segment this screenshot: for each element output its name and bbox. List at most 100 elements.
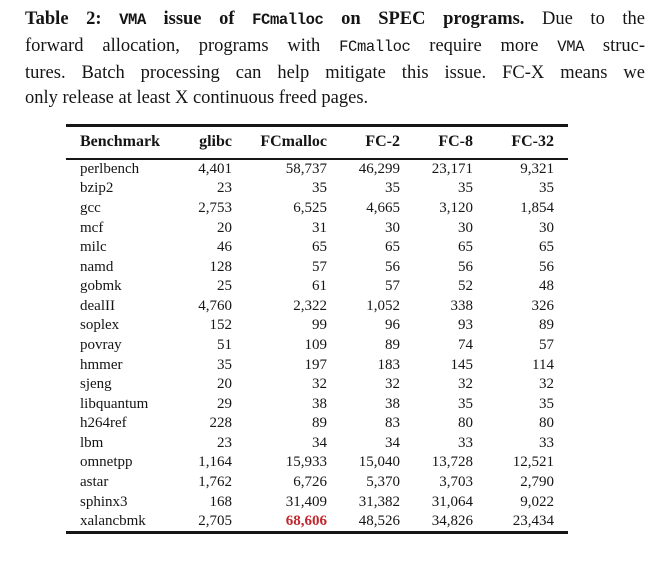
benchmark-name: astar bbox=[80, 474, 109, 491]
value-cell: 96 bbox=[385, 317, 400, 334]
value-cell: 65 bbox=[312, 239, 327, 256]
value-cell: 32 bbox=[539, 376, 554, 393]
value-cell: 65 bbox=[385, 239, 400, 256]
value-cell: 228 bbox=[209, 415, 233, 432]
value-cell: 93 bbox=[458, 317, 473, 334]
value-cell: 32 bbox=[312, 376, 327, 393]
benchmark-name: h264ref bbox=[80, 415, 127, 432]
table-row: perlbench 4,401 58,737 46,299 23,171 9,321 bbox=[66, 160, 568, 180]
benchmark-table: Benchmark glibc FCmalloc FC-2 FC-8 FC-32… bbox=[66, 124, 568, 534]
table-row: sphinx3 168 31,409 31,382 31,064 9,022 bbox=[66, 492, 568, 512]
table-row: mcf 20 31 30 30 30 bbox=[66, 218, 568, 238]
value-cell: 2,705 bbox=[198, 513, 232, 530]
value-cell: 32 bbox=[385, 376, 400, 393]
caption-fcmalloc-term: FCmalloc bbox=[252, 11, 324, 29]
value-cell: 23,171 bbox=[431, 160, 473, 177]
table-row: astar 1,762 6,726 5,370 3,703 2,790 bbox=[66, 473, 568, 493]
table-bottom-rule bbox=[66, 531, 568, 534]
value-cell: 57 bbox=[539, 336, 554, 353]
value-cell: 2,790 bbox=[520, 474, 554, 491]
value-cell: 46,299 bbox=[358, 160, 400, 177]
value-cell: 74 bbox=[458, 336, 473, 353]
value-cell: 61 bbox=[312, 278, 327, 295]
column-header-benchmark: Benchmark bbox=[80, 133, 160, 150]
value-cell: 51 bbox=[217, 336, 232, 353]
value-cell: 31,064 bbox=[431, 493, 473, 510]
value-cell: 25 bbox=[217, 278, 232, 295]
table-top-rule bbox=[66, 124, 568, 127]
value-cell: 35 bbox=[312, 180, 327, 197]
value-cell: 52 bbox=[458, 278, 473, 295]
value-cell: 31,409 bbox=[285, 493, 327, 510]
benchmark-name: perlbench bbox=[80, 160, 140, 177]
benchmark-name: namd bbox=[80, 258, 114, 275]
value-cell: 30 bbox=[539, 219, 554, 236]
value-cell: 12,521 bbox=[512, 454, 554, 471]
highlighted-value-cell: 68,606 bbox=[285, 513, 327, 530]
value-cell: 34,826 bbox=[431, 513, 473, 530]
value-cell: 13,728 bbox=[431, 454, 473, 471]
value-cell: 1,164 bbox=[198, 454, 232, 471]
caption-vma-term: VMA bbox=[557, 37, 585, 56]
benchmark-name: gobmk bbox=[80, 278, 122, 295]
table-row: gcc 2,753 6,525 4,665 3,120 1,854 bbox=[66, 199, 568, 219]
value-cell: 2,753 bbox=[198, 199, 232, 216]
value-cell: 197 bbox=[304, 356, 328, 373]
value-cell: 4,760 bbox=[198, 297, 232, 314]
value-cell: 31 bbox=[312, 219, 327, 236]
caption-line-3: tures. Batch processing can help mitigat… bbox=[25, 62, 645, 83]
value-cell: 33 bbox=[539, 434, 554, 451]
value-cell: 1,052 bbox=[366, 297, 400, 314]
column-header-fcmalloc: FCmalloc bbox=[260, 133, 327, 150]
benchmark-name: hmmer bbox=[80, 356, 123, 373]
benchmark-name: mcf bbox=[80, 219, 104, 236]
value-cell: 114 bbox=[532, 356, 554, 373]
table-row: omnetpp 1,164 15,933 15,040 13,728 12,521 bbox=[66, 453, 568, 473]
value-cell: 65 bbox=[539, 239, 554, 256]
value-cell: 80 bbox=[539, 415, 554, 432]
value-cell: 34 bbox=[312, 434, 327, 451]
table-row: sjeng 20 32 32 32 32 bbox=[66, 375, 568, 395]
column-header-fc8: FC-8 bbox=[438, 133, 473, 150]
benchmark-name: xalancbmk bbox=[80, 513, 146, 530]
value-cell: 65 bbox=[458, 239, 473, 256]
value-cell: 89 bbox=[312, 415, 327, 432]
value-cell: 168 bbox=[209, 493, 233, 510]
caption-line-1: Table 2: VMA issue of FCmalloc on SPEC p… bbox=[25, 9, 646, 29]
value-cell: 99 bbox=[312, 317, 327, 334]
table-row: gobmk 25 61 57 52 48 bbox=[66, 277, 568, 297]
table-header-rule bbox=[66, 157, 568, 160]
value-cell: 15,040 bbox=[358, 454, 400, 471]
benchmark-name: povray bbox=[80, 336, 122, 353]
value-cell: 57 bbox=[385, 278, 400, 295]
benchmark-name: libquantum bbox=[80, 395, 149, 412]
value-cell: 58,737 bbox=[285, 160, 327, 177]
value-cell: 29 bbox=[217, 395, 232, 412]
column-header-fc2: FC-2 bbox=[365, 133, 400, 150]
value-cell: 15,933 bbox=[285, 454, 327, 471]
value-cell: 33 bbox=[458, 434, 473, 451]
benchmark-name: gcc bbox=[80, 199, 101, 216]
value-cell: 6,726 bbox=[293, 474, 327, 491]
table-row: libquantum 29 38 38 35 35 bbox=[66, 394, 568, 414]
benchmark-name: sphinx3 bbox=[80, 493, 128, 510]
caption-fcmalloc-term: FCmalloc bbox=[339, 37, 411, 56]
benchmark-name: bzip2 bbox=[80, 180, 114, 197]
value-cell: 4,665 bbox=[366, 199, 400, 216]
caption-line-2: forward allocation, programs with FCmall… bbox=[25, 35, 645, 56]
value-cell: 35 bbox=[539, 180, 554, 197]
value-cell: 3,120 bbox=[439, 199, 473, 216]
value-cell: 80 bbox=[458, 415, 473, 432]
benchmark-name: soplex bbox=[80, 317, 120, 334]
value-cell: 9,321 bbox=[520, 160, 554, 177]
value-cell: 9,022 bbox=[520, 493, 554, 510]
value-cell: 56 bbox=[458, 258, 473, 275]
value-cell: 4,401 bbox=[198, 160, 232, 177]
value-cell: 20 bbox=[217, 219, 232, 236]
benchmark-name: sjeng bbox=[80, 376, 112, 393]
value-cell: 35 bbox=[458, 395, 473, 412]
table-row: bzip2 23 35 35 35 35 bbox=[66, 179, 568, 199]
value-cell: 83 bbox=[385, 415, 400, 432]
value-cell: 34 bbox=[385, 434, 400, 451]
value-cell: 48 bbox=[539, 278, 554, 295]
